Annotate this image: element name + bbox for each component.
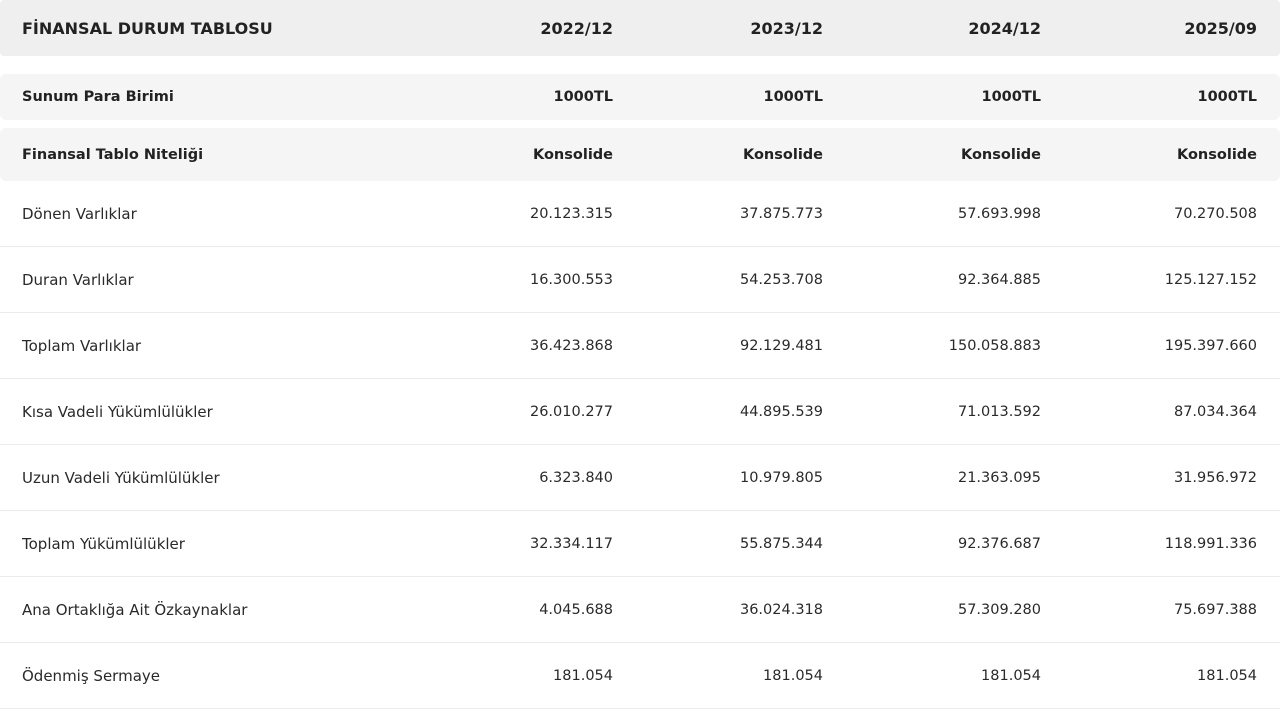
row-value: 1000TL	[763, 89, 824, 105]
table-row: Ödenmiş Sermaye 181.054 181.054 181.054 …	[0, 643, 1280, 709]
row-value: 10.979.805	[739, 469, 823, 486]
row-value: 92.364.885	[957, 271, 1041, 288]
row-value: 57.309.280	[957, 601, 1041, 618]
row-label: Duran Varlıklar	[22, 270, 134, 289]
row-label: Uzun Vadeli Yükümlülükler	[22, 468, 220, 487]
row-value: 92.376.687	[957, 535, 1041, 552]
table-header-row: FİNANSAL DURUM TABLOSU 2022/12 2023/12 2…	[0, 0, 1280, 56]
row-value: 55.875.344	[739, 535, 823, 552]
row-value: 87.034.364	[1173, 403, 1257, 420]
period-header-3: 2024/12	[968, 18, 1041, 38]
row-value: 181.054	[763, 667, 823, 684]
table-row: Uzun Vadeli Yükümlülükler 6.323.840 10.9…	[0, 445, 1280, 511]
row-value: 16.300.553	[529, 271, 613, 288]
row-value: Konsolide	[742, 146, 823, 163]
row-label: Sunum Para Birimi	[22, 89, 174, 105]
row-value: 4.045.688	[539, 601, 613, 618]
row-value: 36.423.868	[529, 337, 613, 354]
row-value: 44.895.539	[739, 403, 823, 420]
row-value: 181.054	[981, 667, 1041, 684]
row-value: Konsolide	[532, 146, 613, 163]
table-row: Duran Varlıklar 16.300.553 54.253.708 92…	[0, 247, 1280, 313]
row-value: 6.323.840	[539, 469, 613, 486]
table-row: Toplam Yükümlülükler 32.334.117 55.875.3…	[0, 511, 1280, 577]
row-value: 70.270.508	[1173, 205, 1257, 222]
row-value: 36.024.318	[739, 601, 823, 618]
row-value: 32.334.117	[529, 535, 613, 552]
row-label: Kısa Vadeli Yükümlülükler	[22, 402, 213, 421]
row-value: 1000TL	[981, 89, 1042, 105]
row-label: Toplam Varlıklar	[22, 336, 142, 355]
table-row: Dönen Varlıklar 20.123.315 37.875.773 57…	[0, 181, 1280, 247]
table-row: Kısa Vadeli Yükümlülükler 26.010.277 44.…	[0, 379, 1280, 445]
row-value: 21.363.095	[957, 469, 1041, 486]
row-label: Finansal Tablo Niteliği	[22, 146, 204, 163]
table-row: Ana Ortaklığa Ait Özkaynaklar 4.045.688 …	[0, 577, 1280, 643]
row-value: 181.054	[553, 667, 613, 684]
row-value: Konsolide	[1176, 146, 1257, 163]
row-value: 150.058.883	[948, 337, 1041, 354]
table-title: FİNANSAL DURUM TABLOSU	[22, 18, 273, 38]
row-value: 181.054	[1197, 667, 1257, 684]
row-value: 125.127.152	[1164, 271, 1257, 288]
row-label: Toplam Yükümlülükler	[22, 534, 185, 553]
statement-type-row: Finansal Tablo Niteliği Konsolide Konsol…	[0, 128, 1280, 181]
row-value: 75.697.388	[1173, 601, 1257, 618]
currency-row: Sunum Para Birimi 1000TL 1000TL 1000TL 1…	[0, 74, 1280, 120]
row-label: Dönen Varlıklar	[22, 204, 137, 223]
row-value: 92.129.481	[739, 337, 823, 354]
row-value: 195.397.660	[1164, 337, 1257, 354]
row-value: 20.123.315	[529, 205, 613, 222]
table-row: Toplam Varlıklar 36.423.868 92.129.481 1…	[0, 313, 1280, 379]
row-value: 26.010.277	[529, 403, 613, 420]
row-value: 1000TL	[1197, 89, 1258, 105]
period-header-2: 2023/12	[750, 18, 823, 38]
period-header-4: 2025/09	[1184, 18, 1257, 38]
period-header-1: 2022/12	[540, 18, 613, 38]
row-value: 71.013.592	[957, 403, 1041, 420]
row-value: Konsolide	[960, 146, 1041, 163]
row-value: 57.693.998	[957, 205, 1041, 222]
row-value: 54.253.708	[739, 271, 823, 288]
row-label: Ödenmiş Sermaye	[22, 666, 160, 685]
row-value: 37.875.773	[739, 205, 823, 222]
row-label: Ana Ortaklığa Ait Özkaynaklar	[22, 600, 248, 619]
row-value: 31.956.972	[1173, 469, 1257, 486]
row-value: 118.991.336	[1164, 535, 1257, 552]
row-value: 1000TL	[553, 89, 614, 105]
